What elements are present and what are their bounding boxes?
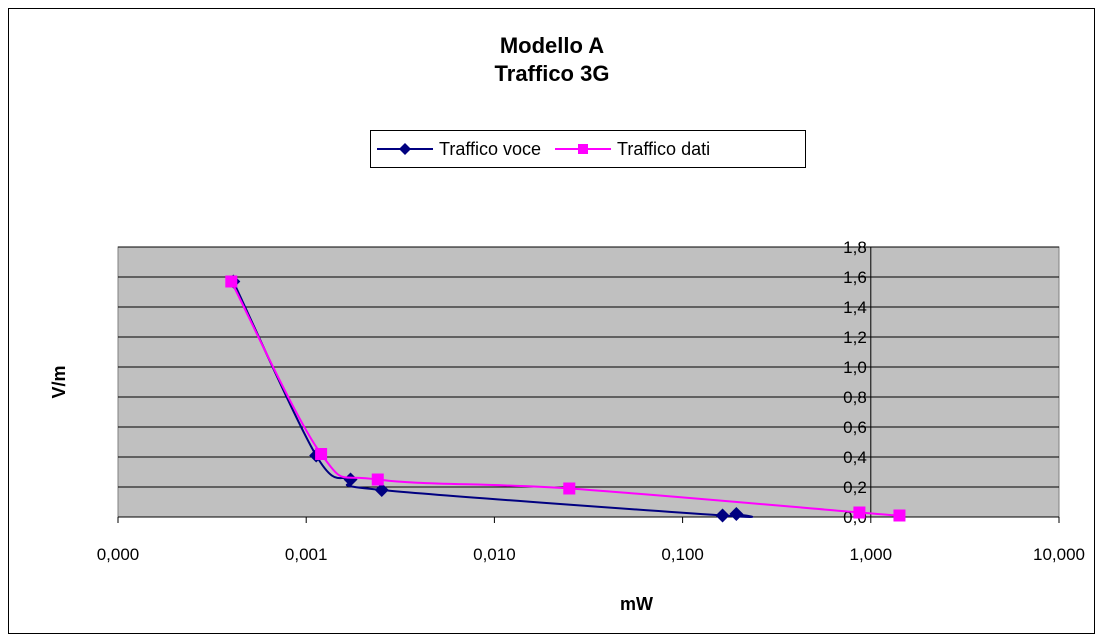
point-dati-1 bbox=[315, 448, 328, 460]
y-tick-label-1: 0,2 bbox=[843, 478, 867, 497]
legend-entry-voce: Traffico voce bbox=[375, 139, 541, 160]
point-dati-2 bbox=[371, 473, 384, 486]
y-tick-label-4: 0,8 bbox=[843, 388, 867, 407]
legend-entry-dati: Traffico dati bbox=[553, 139, 710, 160]
y-tick-label-3: 0,6 bbox=[843, 418, 867, 437]
y-axis-title: V/m bbox=[49, 365, 69, 398]
point-dati-3 bbox=[563, 482, 576, 495]
legend-label-voce: Traffico voce bbox=[439, 138, 542, 159]
x-tick-label-4: 1,000 bbox=[850, 545, 893, 564]
chart-title-line-2: Traffico 3G bbox=[494, 61, 610, 86]
y-tick-label-6: 1,2 bbox=[843, 328, 867, 347]
point-dati-4 bbox=[853, 506, 866, 519]
point-dati-0 bbox=[225, 275, 238, 288]
x-tick-label-1: 0,001 bbox=[285, 545, 328, 564]
point-voce-3 bbox=[374, 483, 389, 497]
y-tick-label-5: 1,0 bbox=[843, 358, 867, 377]
y-tick-label-7: 1,4 bbox=[843, 298, 867, 317]
point-voce-2 bbox=[343, 472, 358, 487]
chart-title-line-1: Modello A bbox=[499, 33, 605, 58]
point-voce-4 bbox=[715, 508, 730, 523]
y-tick-label-2: 0,4 bbox=[843, 448, 867, 467]
x-tick-label-3: 0,100 bbox=[661, 545, 704, 564]
chart-title: Modello A Traffico 3G bbox=[0, 32, 1104, 88]
y-tick-label-9: 1,8 bbox=[843, 238, 867, 257]
legend: Traffico voce Traffico dati bbox=[370, 130, 806, 168]
point-voce-5 bbox=[729, 507, 744, 521]
legend-label-dati: Traffico dati bbox=[617, 138, 711, 159]
x-axis-title: mW bbox=[620, 594, 653, 614]
plot-background bbox=[117, 246, 1060, 518]
legend-marker-dati bbox=[555, 144, 612, 154]
legend-marker-voce bbox=[377, 143, 433, 155]
x-tick-label-2: 0,010 bbox=[473, 545, 516, 564]
point-dati-5 bbox=[893, 509, 906, 522]
x-tick-label-0: 0,000 bbox=[97, 545, 140, 564]
y-tick-label-8: 1,6 bbox=[843, 268, 867, 287]
x-tick-label-5: 10,000 bbox=[1033, 545, 1085, 564]
